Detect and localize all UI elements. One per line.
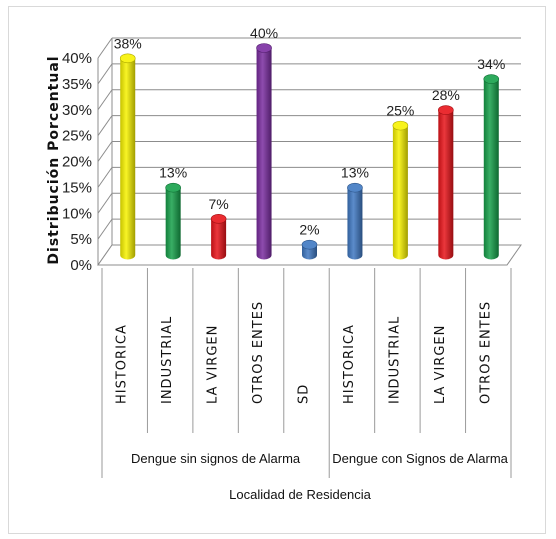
data-label: 38% <box>114 35 142 51</box>
category-label: LA VIRGEN <box>206 325 221 404</box>
category-label: LA VIRGEN <box>433 325 448 404</box>
category-dividers <box>101 268 512 478</box>
data-label: 34% <box>477 56 505 72</box>
data-label: 13% <box>159 165 187 181</box>
group-label: Dengue sin signos de Alarma <box>131 451 301 466</box>
gridline-side <box>97 167 113 188</box>
y-axis-title: Distribución Porcentual <box>46 55 62 264</box>
bar-body <box>347 187 363 260</box>
bar-historica <box>119 53 136 260</box>
category-label: INDUSTRIAL <box>160 316 175 404</box>
bar-la-virgen <box>438 105 454 260</box>
bars <box>119 43 500 260</box>
data-label: 2% <box>299 222 319 238</box>
bar-body <box>438 110 454 260</box>
bar-body <box>483 79 499 260</box>
gridline-side <box>97 141 113 162</box>
y-tick-label: 10% <box>62 205 92 222</box>
bar-sd <box>301 239 318 260</box>
bar-top <box>392 120 409 131</box>
bar-top <box>483 74 500 84</box>
data-label: 13% <box>341 165 369 181</box>
y-tick-label: 25% <box>62 128 92 145</box>
bar-top <box>119 53 136 64</box>
bar-body <box>211 218 227 260</box>
gridline-side <box>97 37 113 59</box>
bar-body <box>120 58 136 260</box>
category-label: HISTORICA <box>115 324 130 404</box>
bar-la-virgen <box>210 213 227 260</box>
gridline-side <box>97 115 113 136</box>
data-label: 25% <box>386 103 414 119</box>
data-labels: 38% 13% 7% 40% 2% 13% 25% 28% 34% <box>114 25 506 238</box>
gridline-side <box>97 63 113 85</box>
category-label: INDUSTRIAL <box>387 316 402 404</box>
bar-otros-entes <box>256 43 272 260</box>
y-tick-label: 20% <box>62 154 92 171</box>
category-label: SD <box>297 384 312 404</box>
y-tick-label: 30% <box>62 102 92 119</box>
group-label: Dengue con Signos de Alarma <box>332 451 508 466</box>
category-labels: HISTORICA INDUSTRIAL LA VIRGEN OTROS ENTES S… <box>115 301 494 404</box>
bar-historica <box>347 182 363 260</box>
bar-industrial <box>392 120 409 260</box>
bar-body <box>165 187 181 260</box>
data-label: 40% <box>250 25 278 41</box>
y-tick-label: 5% <box>70 231 92 248</box>
category-label: OTROS ENTES <box>478 301 493 404</box>
gridline-side <box>97 89 113 111</box>
y-tick-label: 40% <box>62 50 92 67</box>
bar-top <box>301 239 318 250</box>
y-tick-label: 35% <box>62 76 92 93</box>
bar-body <box>392 125 408 260</box>
x-axis-title: Localidad de Residencia <box>229 487 371 502</box>
bar-top <box>256 43 272 53</box>
bar-top <box>210 213 227 224</box>
data-label: 7% <box>208 196 228 212</box>
gridline-side <box>97 218 113 240</box>
bar-top <box>165 182 181 193</box>
group-labels: Dengue sin signos de Alarma Dengue con Si… <box>131 451 509 466</box>
bar-top <box>347 182 363 193</box>
y-axis-ticks: 0% 5% 10% 15% 20% 25% 30% 35% 40% <box>62 50 92 274</box>
category-label: OTROS ENTES <box>251 301 266 404</box>
y-tick-label: 0% <box>70 257 92 274</box>
data-label: 28% <box>432 87 460 103</box>
y-tick-label: 15% <box>62 179 92 196</box>
bar-top <box>438 105 454 115</box>
category-label: HISTORICA <box>342 324 357 404</box>
bar-otros-entes <box>483 74 500 260</box>
bar-industrial <box>165 182 181 260</box>
gridline-side <box>97 192 113 214</box>
bar-body <box>256 48 272 260</box>
